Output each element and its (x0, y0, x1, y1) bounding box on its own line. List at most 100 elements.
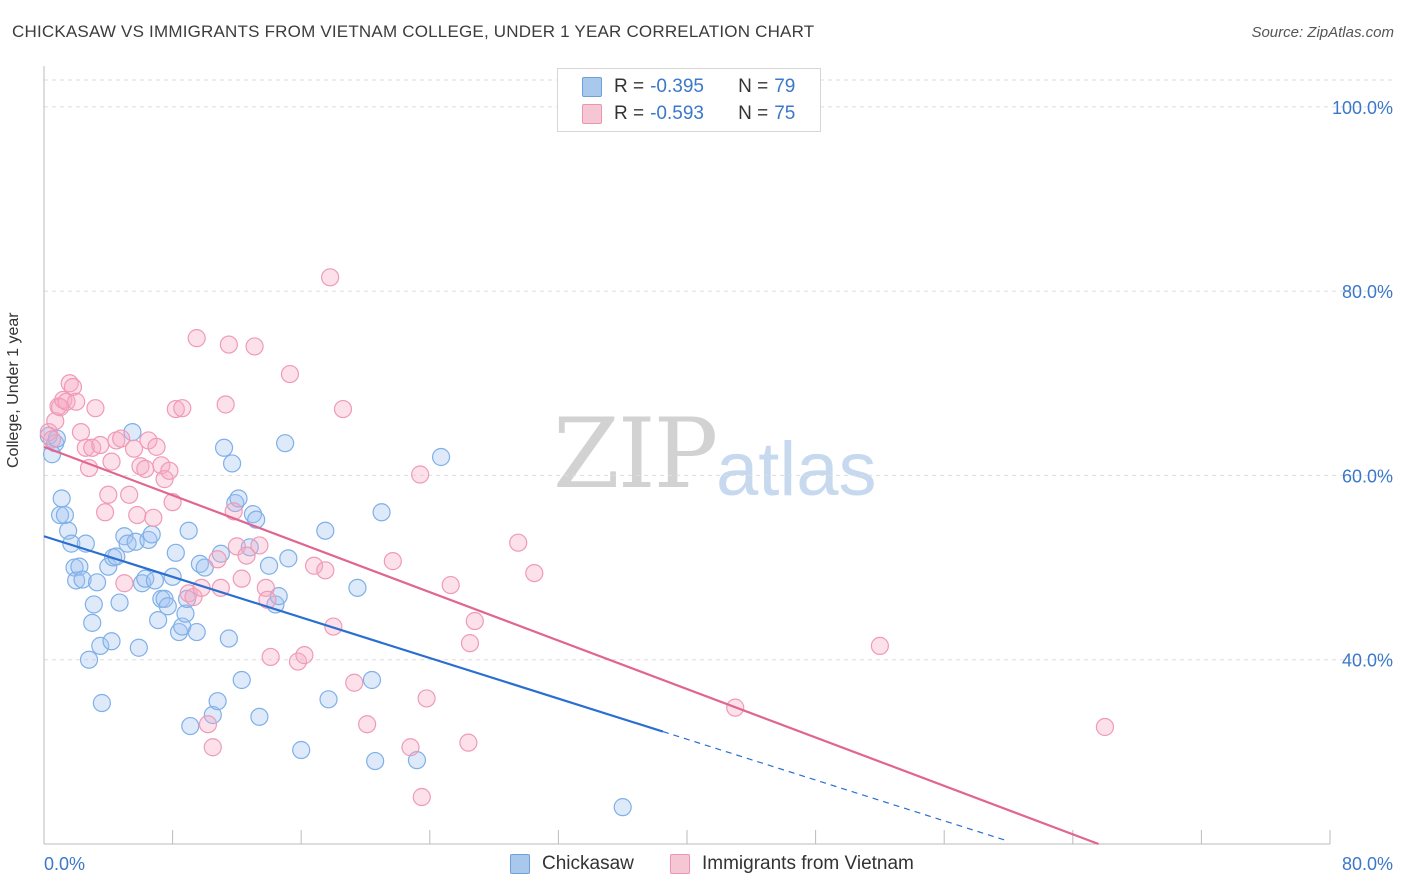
data-point (102, 632, 121, 651)
data-point (195, 558, 214, 577)
data-point (348, 578, 367, 597)
data-point (222, 454, 242, 473)
data-point (198, 715, 218, 734)
y-tick-label: 100.0% (1332, 98, 1393, 118)
data-point (158, 597, 177, 616)
series-chickasaw (39, 423, 632, 817)
watermark-atlas: atlas (716, 427, 877, 512)
data-point (383, 552, 402, 571)
data-point (237, 546, 256, 565)
data-point (214, 438, 234, 457)
data-point (136, 459, 155, 479)
data-point (412, 787, 431, 807)
data-point (110, 593, 129, 612)
data-point (261, 647, 280, 667)
data-point (91, 435, 110, 455)
data-point (279, 549, 298, 568)
data-point (84, 595, 103, 614)
data-point (86, 399, 105, 418)
data-point (79, 650, 99, 669)
source-credit: Source: ZipAtlas.com (1251, 24, 1394, 41)
data-point (128, 505, 147, 525)
data-point (372, 503, 391, 522)
data-point (870, 636, 890, 655)
data-point (102, 452, 121, 471)
trend-line-vietnam (43, 445, 1099, 846)
x-tick-label: 80.0% (1342, 854, 1393, 874)
data-point (76, 438, 95, 457)
data-point (160, 461, 179, 480)
data-point (63, 377, 83, 397)
data-point (139, 530, 158, 550)
stats-legend: R = -0.395 N = 79 R = -0.593 N = 75 (557, 68, 821, 132)
data-point (149, 610, 168, 630)
data-point (243, 505, 263, 524)
series-vietnam (39, 268, 1115, 807)
data-point (613, 798, 632, 817)
data-point (295, 646, 314, 665)
data-point (129, 638, 148, 657)
data-point (203, 738, 222, 757)
legend-r-value: -0.395 (650, 76, 704, 97)
data-point (316, 561, 335, 580)
data-point (411, 465, 430, 484)
data-point (232, 670, 251, 690)
data-point (203, 705, 222, 725)
data-point (460, 634, 480, 653)
data-point (358, 715, 377, 734)
data-point (179, 521, 198, 540)
legend-row-vietnam: R = -0.593 N = 75 (582, 102, 795, 126)
bottom-legend-swatch-vietnam (670, 854, 690, 874)
data-point (431, 447, 451, 467)
bottom-legend-swatch-chickasaw (510, 854, 530, 874)
data-point (465, 611, 484, 631)
data-point (120, 485, 139, 504)
data-point (73, 570, 92, 589)
data-point (166, 543, 185, 562)
data-point (208, 550, 227, 569)
trend-line-extension (662, 731, 1009, 842)
legend-r-label: R = (614, 76, 645, 97)
data-point (219, 335, 238, 354)
legend-n-label: N = (738, 103, 769, 124)
data-point (176, 604, 195, 623)
series-layer (39, 268, 1115, 817)
data-point (87, 573, 107, 592)
bottom-legend-vietnam: Immigrants from Vietnam (670, 852, 914, 876)
data-point (269, 587, 288, 606)
y-tick-label: 80.0% (1342, 282, 1393, 302)
data-point (250, 536, 269, 555)
data-point (247, 510, 266, 529)
data-point (216, 395, 235, 414)
data-point (509, 533, 528, 552)
data-point (258, 590, 277, 609)
data-point (366, 751, 385, 771)
bottom-legend-label-chickasaw: Chickasaw (542, 853, 634, 874)
data-point (401, 738, 420, 757)
legend-row-chickasaw: R = -0.395 N = 79 (582, 75, 795, 99)
data-point (525, 563, 544, 583)
data-point (208, 692, 227, 711)
data-point (319, 690, 338, 709)
data-point (112, 429, 131, 448)
watermark-zip: ZIP (553, 398, 718, 510)
data-point (99, 485, 118, 504)
data-point (288, 652, 308, 671)
data-point (169, 622, 189, 642)
legend-swatch-chickasaw (582, 77, 602, 97)
data-point (362, 670, 382, 690)
data-point (187, 329, 206, 348)
data-point (259, 556, 279, 575)
data-point (219, 629, 238, 648)
data-point (181, 716, 200, 736)
data-point (211, 578, 230, 597)
data-point (91, 636, 110, 655)
data-point (245, 337, 264, 356)
data-point (1095, 717, 1115, 737)
data-point (42, 430, 62, 449)
data-point (147, 437, 166, 456)
x-tick-label: 0.0% (44, 854, 85, 874)
data-point (321, 268, 340, 287)
data-point (333, 399, 353, 419)
